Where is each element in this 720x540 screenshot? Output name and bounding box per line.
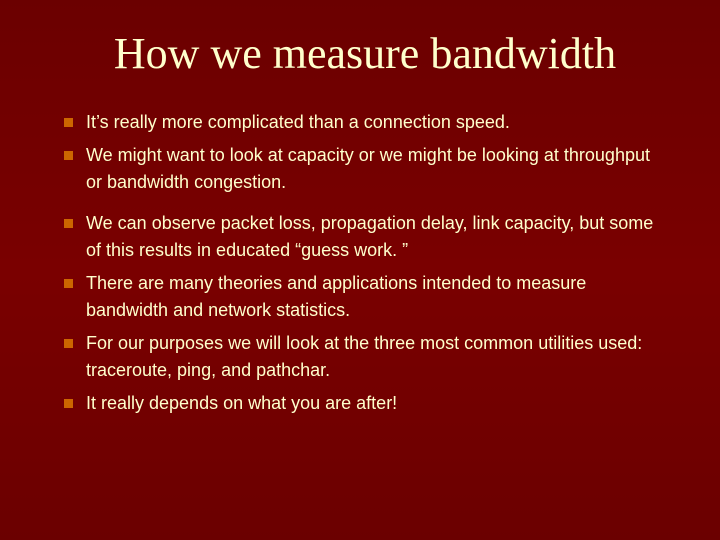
slide-title: How we measure bandwidth <box>60 28 670 79</box>
slide: How we measure bandwidth It’s really mor… <box>0 0 720 540</box>
bullet-item: There are many theories and applications… <box>60 270 670 324</box>
bullet-gap <box>60 202 670 210</box>
bullet-item: For our purposes we will look at the thr… <box>60 330 670 384</box>
bullet-text: It really depends on what you are after! <box>86 393 397 413</box>
bullet-text: It’s really more complicated than a conn… <box>86 112 510 132</box>
bullet-text: We can observe packet loss, propagation … <box>86 213 653 260</box>
bullet-item: We might want to look at capacity or we … <box>60 142 670 196</box>
bullet-text: We might want to look at capacity or we … <box>86 145 650 192</box>
bullet-list: It’s really more complicated than a conn… <box>60 109 670 417</box>
bullet-item: We can observe packet loss, propagation … <box>60 210 670 264</box>
bullet-text: There are many theories and applications… <box>86 273 586 320</box>
bullet-item: It’s really more complicated than a conn… <box>60 109 670 136</box>
bullet-text: For our purposes we will look at the thr… <box>86 333 642 380</box>
bullet-item: It really depends on what you are after! <box>60 390 670 417</box>
